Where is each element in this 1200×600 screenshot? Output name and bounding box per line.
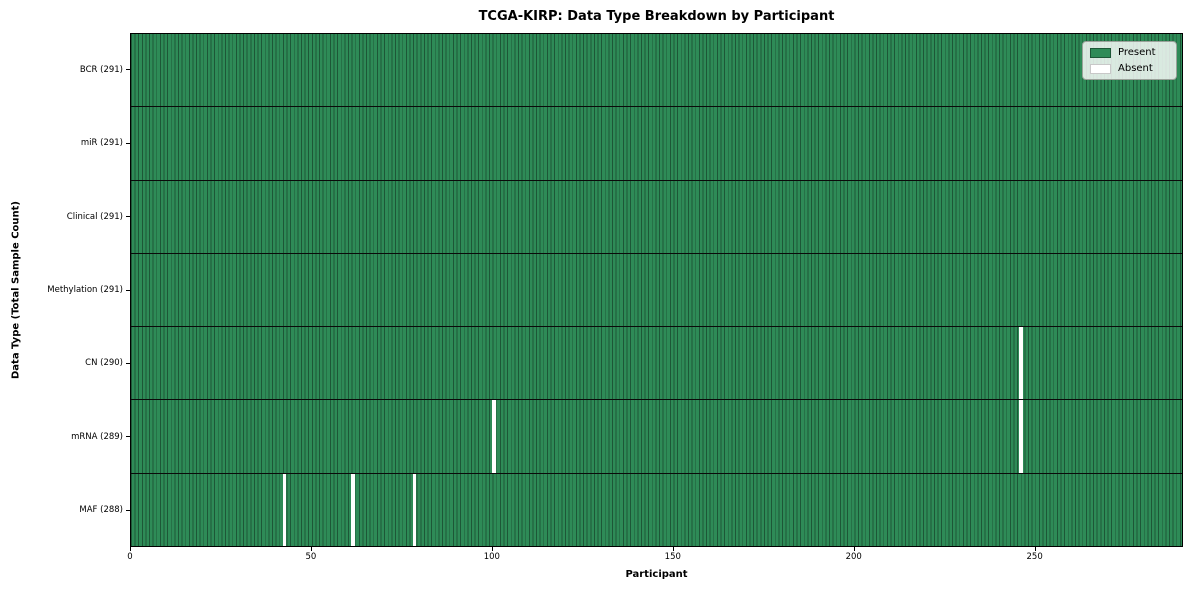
- legend-label-present: Present: [1118, 47, 1156, 58]
- y-tick-label-MAF: MAF (288): [79, 505, 123, 516]
- legend-swatch-absent-icon: [1090, 63, 1111, 74]
- y-tick-label-mRNA: mRNA (289): [71, 431, 123, 442]
- y-tick-label-miR: miR (291): [80, 138, 123, 149]
- y-tick-mark: [126, 69, 130, 71]
- heatmap-row-BCR: [131, 34, 1182, 108]
- y-tick-label-CN: CN (290): [85, 358, 123, 369]
- heatmap-row-MAF: [131, 473, 1182, 546]
- x-tick-label-150: 150: [664, 552, 681, 562]
- y-tick-label-Methylation: Methylation (291): [47, 285, 123, 295]
- heatmap-row-Methylation: [131, 253, 1182, 328]
- heatmap-row-mRNA: [131, 400, 1182, 474]
- legend-entry-present: Present: [1090, 47, 1169, 58]
- heatmap-row-CN: [131, 327, 1182, 401]
- heatmap-rows: [131, 34, 1182, 546]
- y-tick-mark: [126, 436, 130, 438]
- plot-area: Present Absent: [130, 33, 1183, 547]
- heatmap-row-miR: [131, 107, 1182, 181]
- y-tick-label-BCR: BCR (291): [79, 64, 123, 75]
- x-axis-title: Participant: [625, 569, 688, 580]
- x-tick-mark: [491, 547, 493, 551]
- absent-gap-mRNA-246: [1019, 400, 1024, 473]
- x-tick-mark: [853, 547, 855, 551]
- absent-gap-MAF-61: [351, 473, 356, 546]
- x-tick-label-50: 50: [305, 552, 317, 562]
- y-tick-mark: [126, 289, 130, 291]
- x-tick-mark: [1034, 547, 1036, 551]
- y-tick-label-Clinical: Clinical (291): [66, 211, 123, 222]
- y-tick-mark: [126, 142, 130, 144]
- x-tick-label-250: 250: [1026, 552, 1043, 562]
- y-tick-mark: [126, 216, 130, 218]
- x-tick-mark: [130, 547, 131, 551]
- y-tick-mark: [126, 362, 130, 364]
- x-tick-label-100: 100: [483, 552, 500, 562]
- legend-swatch-present-icon: [1090, 47, 1111, 58]
- y-tick-mark: [126, 509, 130, 511]
- x-tick-label-0: 0: [127, 552, 133, 562]
- legend-entry-absent: Absent: [1090, 63, 1169, 74]
- absent-gap-MAF-42: [282, 473, 287, 546]
- x-tick-label-200: 200: [845, 552, 862, 562]
- heatmap-row-Clinical: [131, 180, 1182, 254]
- legend: Present Absent: [1082, 41, 1177, 80]
- y-axis-title: Data Type (Total Sample Count): [10, 200, 22, 380]
- absent-gap-CN-246: [1019, 327, 1024, 400]
- x-tick-mark: [672, 547, 674, 551]
- absent-gap-MAF-78: [412, 473, 417, 546]
- absent-gap-mRNA-100: [492, 400, 496, 473]
- legend-label-absent: Absent: [1118, 63, 1153, 74]
- chart-title: TCGA-KIRP: Data Type Breakdown by Partic…: [478, 9, 835, 24]
- x-tick-mark: [310, 547, 312, 551]
